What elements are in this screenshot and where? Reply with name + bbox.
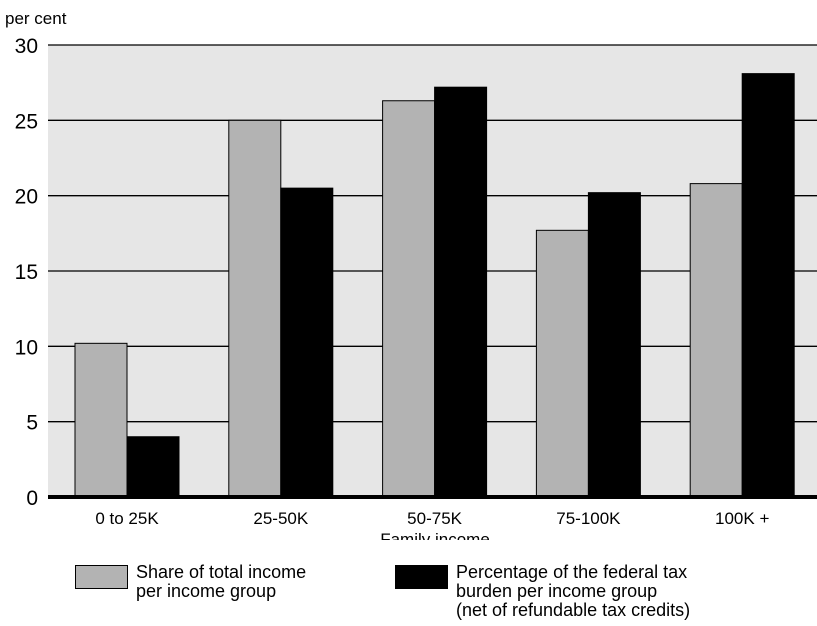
bar-income-share [689, 183, 743, 498]
legend-label-tax-burden: Percentage of the federal tax burden per… [456, 562, 691, 620]
y-tick-label: 25 [15, 110, 38, 133]
x-tick-label: 0 to 25K [95, 509, 159, 528]
bar-tax-burden [434, 86, 488, 498]
legend-label-income-share: Share of total income per income group [136, 562, 307, 601]
bar-income-share [74, 342, 128, 498]
y-tick-label: 10 [15, 336, 38, 359]
legend-item-income-share: Share of total income per income group [75, 563, 306, 601]
bar-chart: per cent 0 5 10 15 20 25 30 0 to 25K 25-50K 50-7… [5, 9, 817, 540]
y-tick-label: 20 [15, 186, 38, 209]
y-tick-label: 0 [26, 487, 38, 510]
bar-income-share [382, 100, 436, 498]
x-axis-label: Family income [380, 530, 490, 540]
y-tick-label: 30 [15, 35, 38, 58]
bar-income-share [228, 119, 282, 498]
bar-income-share [535, 229, 589, 498]
legend-item-tax-burden: Percentage of the federal tax burden per… [395, 563, 690, 620]
x-tick-label: 100K + [715, 509, 769, 528]
y-axis-label: per cent [5, 9, 67, 28]
bar-tax-burden [587, 192, 641, 498]
bar-tax-burden [280, 187, 334, 498]
bar-tax-burden [741, 73, 795, 498]
x-tick-label: 50-75K [407, 509, 462, 528]
y-tick-label: 15 [15, 261, 38, 284]
y-tick-label: 5 [26, 412, 38, 435]
legend-swatch-tax-burden [395, 565, 448, 589]
bar-tax-burden [126, 436, 180, 498]
bars [74, 73, 795, 498]
y-tick-labels: 0 5 10 15 20 25 30 [15, 35, 38, 510]
x-tick-label: 75-100K [556, 509, 621, 528]
legend-swatch-income-share [75, 565, 128, 589]
x-tick-labels: 0 to 25K 25-50K 50-75K 75-100K 100K + [95, 509, 769, 528]
x-tick-label: 25-50K [253, 509, 308, 528]
